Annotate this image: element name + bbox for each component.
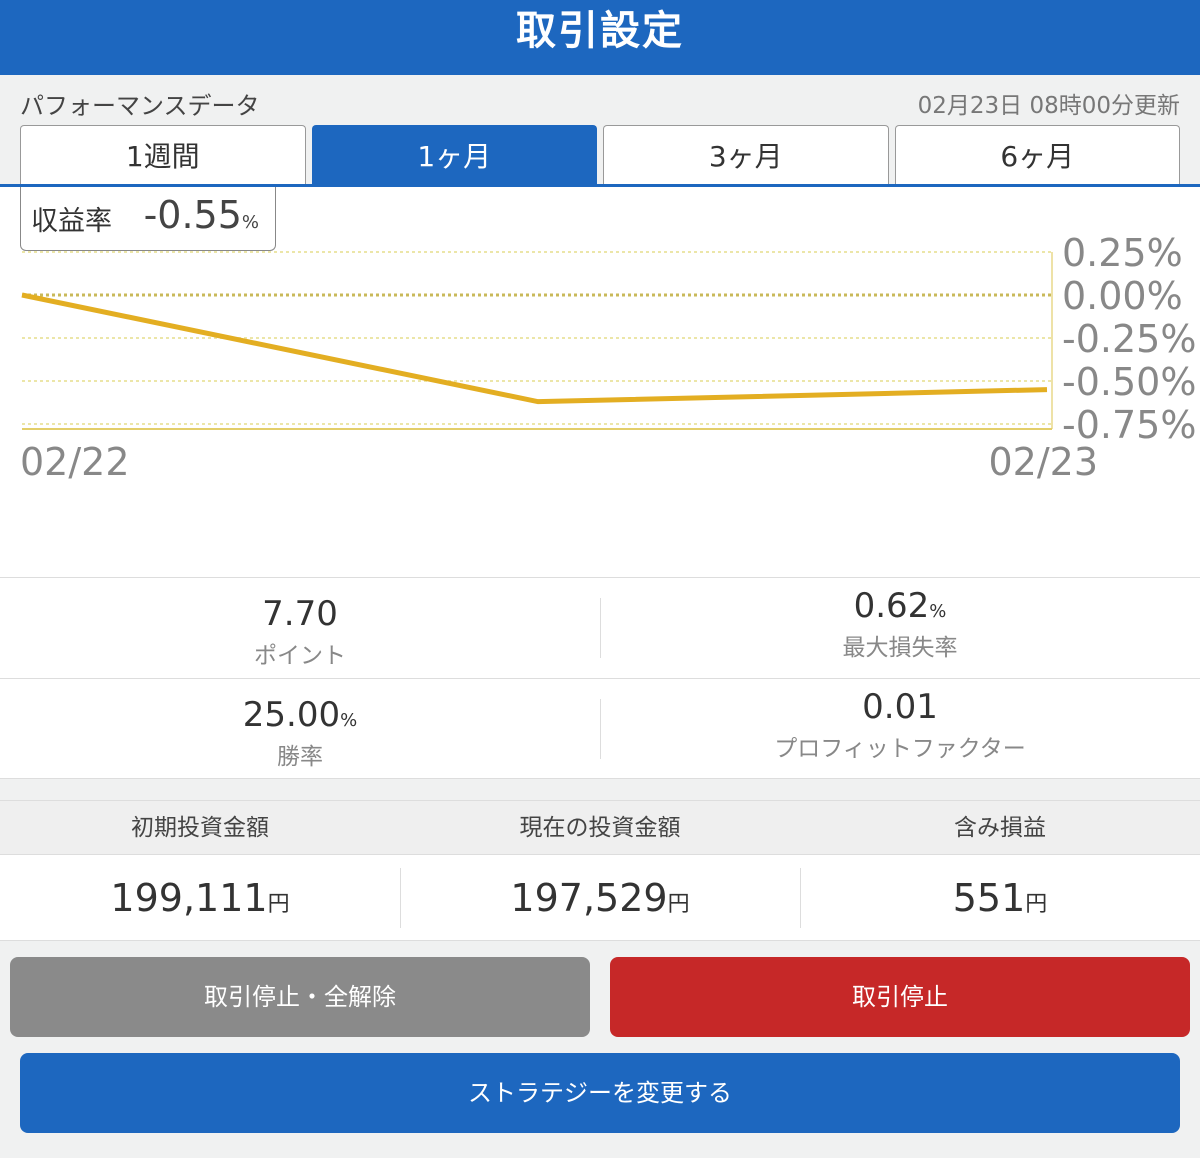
return-rate-value: -0.55%	[144, 193, 259, 237]
tab-6month[interactable]: 6ヶ月	[894, 125, 1180, 186]
performance-title: パフォーマンスデータ	[20, 92, 260, 120]
yen-unit: 円	[667, 892, 690, 917]
chart-svg: 0.25%0.00%-0.25%-0.50%-0.75% 02/22 02/23	[20, 231, 1196, 484]
yen-unit: 円	[267, 892, 290, 917]
header-unrealized-pl: 含み損益	[954, 815, 1046, 841]
amount: 551	[952, 876, 1026, 920]
stat-label: プロフィットファクター	[774, 736, 1026, 762]
change-strategy-button[interactable]: ストラテジーを変更する	[20, 1053, 1180, 1133]
tab-underline	[0, 184, 1200, 187]
stop-trading-button[interactable]: 取引停止	[610, 957, 1190, 1037]
y-tick-label: -0.25%	[1062, 317, 1196, 361]
stat-points: 7.70 ポイント	[0, 578, 600, 678]
series-line	[21, 292, 1048, 405]
y-tick-label: 0.25%	[1062, 231, 1183, 275]
header-current-investment: 現在の投資金額	[519, 815, 681, 841]
stats-grid: 7.70 ポイント 0.62% 最大損失率 25.00% 勝率 0.01 プロフィットフ…	[0, 577, 1200, 779]
tab-3month[interactable]: 3ヶ月	[603, 125, 889, 186]
period-tabs: 1週間 1ヶ月 3ヶ月 6ヶ月	[20, 125, 1180, 186]
x-tick-label: 02/23	[988, 440, 1098, 484]
tab-1month[interactable]: 1ヶ月	[311, 125, 597, 186]
header-initial-investment: 初期投資金額	[131, 815, 269, 841]
stat-unit: %	[340, 710, 358, 731]
stop-all-button[interactable]: 取引停止・全解除	[10, 957, 590, 1037]
x-tick-label: 02/22	[20, 440, 130, 484]
investment-table: 初期投資金額 現在の投資金額 含み損益 199,111円 197,529円 55…	[0, 800, 1200, 941]
tab-1week[interactable]: 1週間	[20, 125, 306, 186]
initial-investment: 199,111円	[0, 855, 400, 940]
stat-value: 7.70	[262, 594, 338, 634]
return-rate-number: -0.55	[143, 193, 242, 237]
return-rate-unit: %	[241, 212, 259, 233]
stat-label: 最大損失率	[842, 635, 958, 661]
stat-value: 0.62	[853, 586, 930, 626]
performance-chart: 0.25% 0.00% -0.25% -0.50% -0.75% 02/22 02/23 収…	[0, 187, 1200, 577]
current-investment: 197,529円	[400, 855, 800, 940]
stat-profit-factor: 0.01 プロフィットファクター	[600, 679, 1200, 778]
return-rate-box: 収益率 -0.55%	[20, 187, 276, 251]
y-tick-label: -0.50%	[1062, 360, 1196, 404]
yen-unit: 円	[1025, 892, 1048, 917]
amount: 199,111	[110, 876, 268, 920]
stat-value: 25.00	[242, 695, 341, 735]
stat-label: 勝率	[277, 744, 323, 770]
y-tick-label: -0.75%	[1062, 403, 1196, 447]
stat-max-drawdown: 0.62% 最大損失率	[600, 578, 1200, 678]
stat-value: 0.01	[862, 687, 938, 727]
return-rate-label: 収益率	[31, 206, 112, 237]
updated-time: 02月23日 08時00分更新	[917, 93, 1180, 119]
stat-win-rate: 25.00% 勝率	[0, 679, 600, 778]
stat-unit: %	[929, 601, 947, 622]
page-title: 取引設定	[0, 0, 1200, 75]
stat-label: ポイント	[254, 643, 346, 669]
amount: 197,529	[510, 876, 668, 920]
y-tick-label: 0.00%	[1062, 274, 1183, 318]
unrealized-pl: 551円	[800, 855, 1200, 940]
